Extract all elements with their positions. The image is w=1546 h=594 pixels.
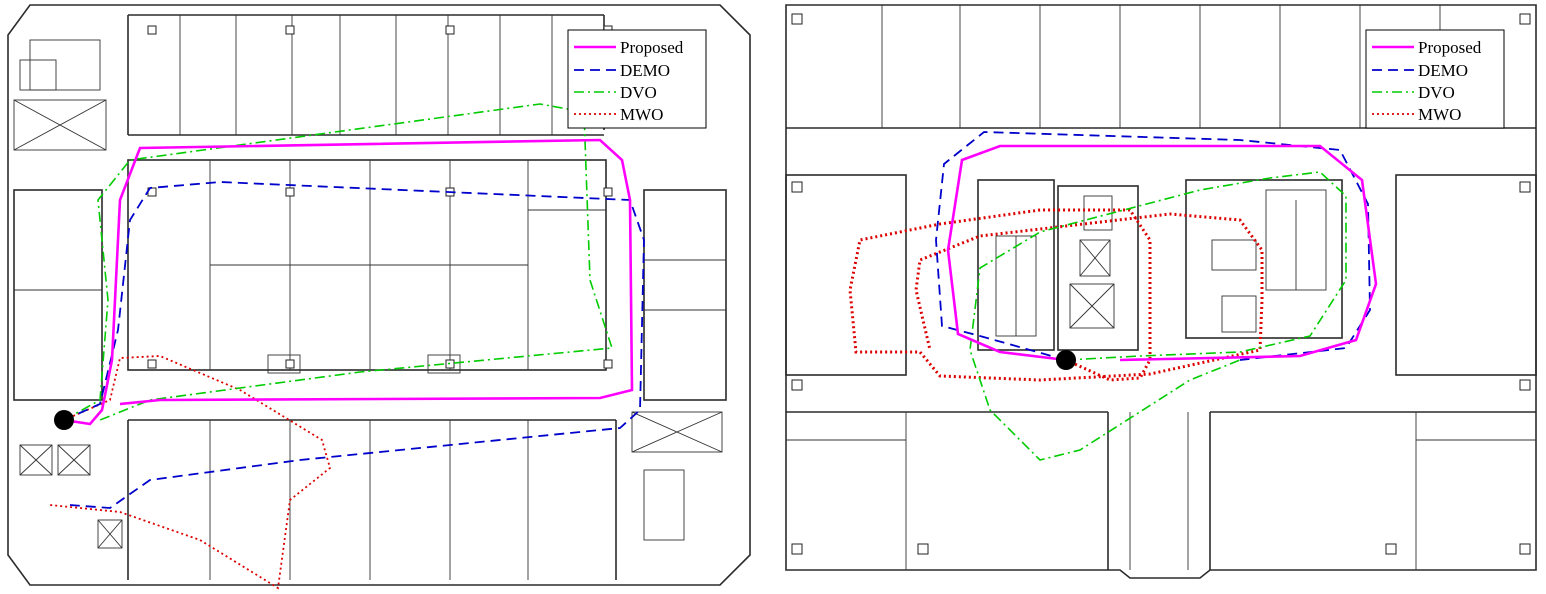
trajectory-proposed <box>63 138 634 426</box>
left-trajectories <box>49 103 645 590</box>
trajectory-mwo <box>49 355 332 590</box>
legend-label-proposed: Proposed <box>1418 38 1482 57</box>
right-side-rooms <box>785 174 1537 376</box>
left-side-rooms <box>13 189 103 401</box>
start-point-marker <box>1056 350 1076 370</box>
trajectory-proposed <box>946 144 1378 362</box>
legend: Proposed DEMO DVO MWO <box>567 29 707 129</box>
legend-label-dvo: DVO <box>1418 83 1455 102</box>
legend-label-demo: DEMO <box>620 61 670 80</box>
trajectory-demo <box>935 131 1371 361</box>
right-core <box>977 179 1343 351</box>
left-bottom-rooms <box>127 411 723 580</box>
legend-label-mwo: MWO <box>620 105 663 124</box>
left-floor-svg: Proposed DEMO DVO MWO <box>7 4 751 590</box>
left-elevators <box>19 444 123 549</box>
left-top-rooms <box>127 14 605 136</box>
legend-label-mwo: MWO <box>1418 105 1461 124</box>
left-floor-plan: Proposed DEMO DVO MWO <box>0 0 760 594</box>
legend-label-proposed: Proposed <box>620 38 684 57</box>
right-floor-svg: Proposed DEMO DVO MWO <box>785 4 1537 579</box>
trajectory-mwo <box>848 208 1264 382</box>
legend-label-demo: DEMO <box>1418 61 1468 80</box>
left-central-block <box>127 159 607 374</box>
left-right-side-rooms <box>643 189 727 401</box>
right-floor-plan: Proposed DEMO DVO MWO <box>778 0 1546 594</box>
right-structural-columns <box>791 13 1531 555</box>
start-point-marker <box>54 410 74 430</box>
right-bottom-rooms <box>786 411 1536 570</box>
right-trajectories <box>848 131 1378 461</box>
trajectory-dvo <box>63 103 614 421</box>
left-service-core-top <box>13 39 107 151</box>
legend: Proposed DEMO DVO MWO <box>1365 29 1505 129</box>
left-building-outline <box>7 4 751 586</box>
trajectory-demo <box>63 181 645 509</box>
legend-label-dvo: DVO <box>620 83 657 102</box>
trajectory-dvo <box>969 171 1347 461</box>
